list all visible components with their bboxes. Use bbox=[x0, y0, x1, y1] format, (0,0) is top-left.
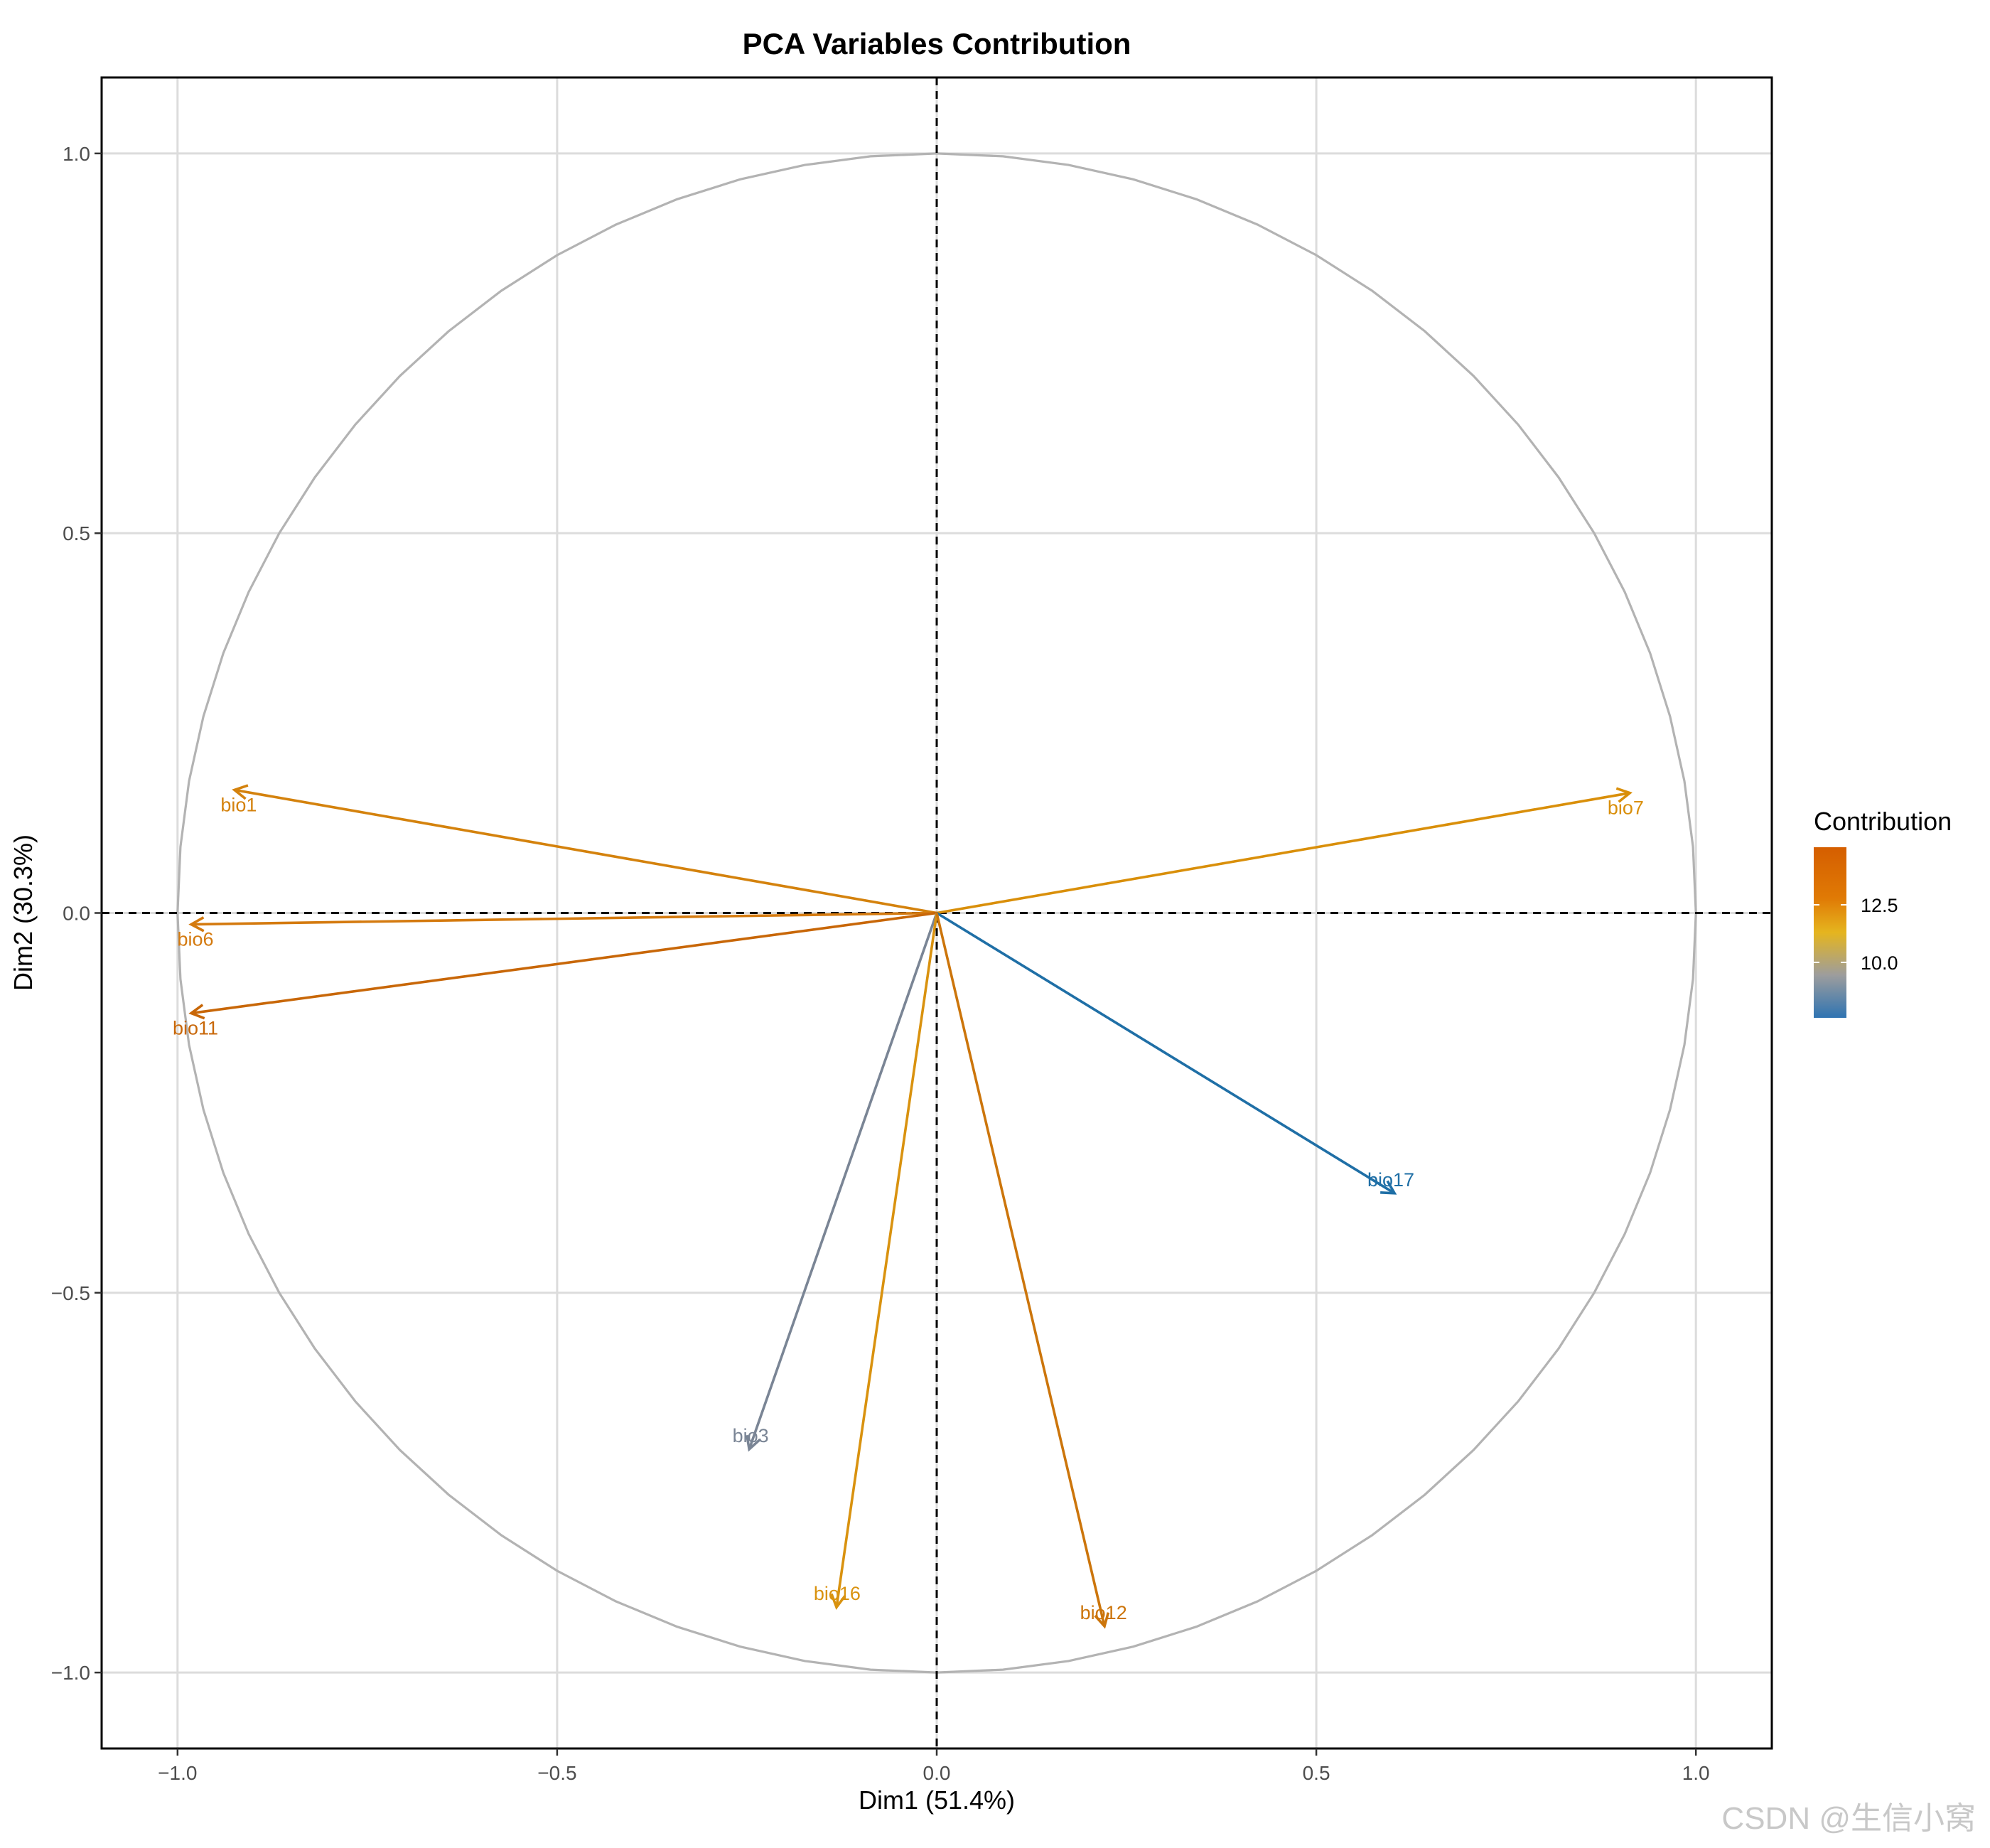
arrow-bio3 bbox=[748, 912, 938, 1450]
arrowhead-bio1 bbox=[232, 784, 249, 800]
arrowhead-bio12 bbox=[1094, 1612, 1110, 1629]
reference-lines bbox=[102, 77, 1772, 1748]
unit-circle bbox=[176, 152, 1697, 1674]
watermark: CSDN @生信小窝 bbox=[1721, 1801, 1976, 1836]
legend-title: Contribution bbox=[1814, 807, 1952, 836]
y-tick-label: 1.0 bbox=[63, 143, 90, 165]
label-bio16: bio16 bbox=[814, 1583, 861, 1604]
x-tick-label: −1.0 bbox=[158, 1762, 197, 1784]
y-tick-label: 0.0 bbox=[63, 903, 90, 925]
label-bio3: bio3 bbox=[733, 1425, 769, 1446]
label-bio6: bio6 bbox=[178, 929, 214, 950]
y-axis-title: Dim2 (30.3%) bbox=[9, 834, 38, 991]
y-tick-label: −1.0 bbox=[51, 1662, 90, 1684]
arrow-bio11 bbox=[190, 911, 937, 1015]
arrow-bio12 bbox=[935, 913, 1106, 1627]
x-tick-label: −0.5 bbox=[537, 1762, 576, 1784]
arrowhead-bio11 bbox=[188, 1004, 205, 1020]
arrowhead-bio6 bbox=[188, 916, 205, 933]
chart-title: PCA Variables Contribution bbox=[743, 27, 1131, 60]
label-bio11: bio11 bbox=[173, 1018, 218, 1039]
x-axis-title: Dim1 (51.4%) bbox=[859, 1785, 1015, 1815]
x-tick-label: 0.5 bbox=[1303, 1762, 1330, 1784]
arrowhead-bio16 bbox=[830, 1593, 846, 1610]
label-bio1: bio1 bbox=[220, 794, 257, 815]
arrow-bio6 bbox=[191, 911, 937, 926]
legend-colorbar bbox=[1814, 847, 1846, 1018]
x-axis-ticks: −1.0 −0.5 0.0 0.5 1.0 bbox=[158, 1748, 1710, 1784]
legend-tick-label: 10.0 bbox=[1861, 952, 1898, 974]
arrow-bio17 bbox=[936, 911, 1396, 1195]
arrowhead-bio17 bbox=[1380, 1180, 1397, 1195]
arrow-bio1 bbox=[234, 788, 937, 915]
arrow-bio16 bbox=[835, 913, 938, 1608]
arrowhead-bio7 bbox=[1615, 787, 1633, 803]
variable-labels: bio1 bio7 bio6 bio11 bio17 bio3 bio16 bio12 bbox=[173, 794, 1644, 1623]
legend: Contribution 12.5 10.0 bbox=[1814, 807, 1952, 1018]
legend-ticks: 12.5 10.0 bbox=[1814, 895, 1898, 974]
x-tick-label: 1.0 bbox=[1682, 1762, 1710, 1784]
label-bio12: bio12 bbox=[1080, 1602, 1127, 1623]
y-axis-ticks: 1.0 0.5 0.0 −0.5 −1.0 bbox=[51, 143, 102, 1684]
label-bio17: bio17 bbox=[1367, 1169, 1414, 1191]
x-tick-label: 0.0 bbox=[923, 1762, 951, 1784]
legend-tick-label: 12.5 bbox=[1861, 895, 1898, 916]
correlation-circle bbox=[176, 152, 1697, 1674]
variable-arrows bbox=[188, 784, 1633, 1629]
arrow-bio7 bbox=[936, 791, 1630, 915]
y-tick-label: −0.5 bbox=[51, 1282, 90, 1304]
label-bio7: bio7 bbox=[1608, 797, 1644, 819]
y-tick-label: 0.5 bbox=[63, 522, 90, 544]
arrowhead-bio3 bbox=[746, 1434, 761, 1452]
